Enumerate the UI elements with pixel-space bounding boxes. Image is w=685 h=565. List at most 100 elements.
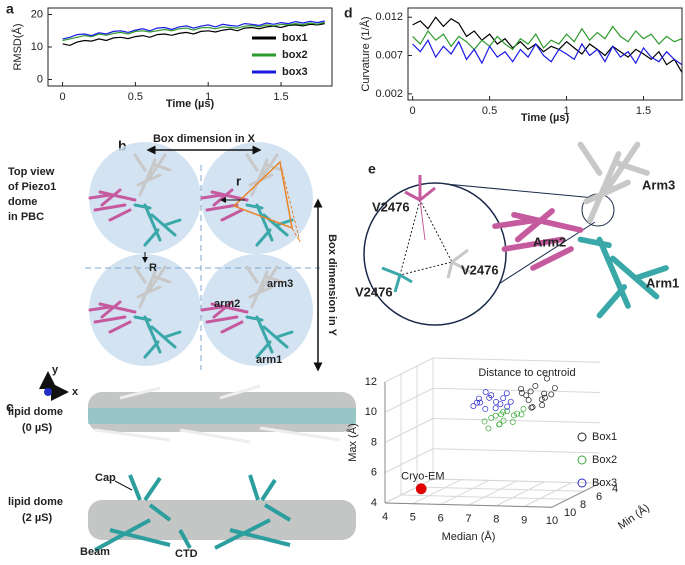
y-tick-label: 6 xyxy=(371,467,377,479)
point xyxy=(518,411,525,418)
point xyxy=(470,403,477,410)
x-tick-label: 0.5 xyxy=(482,105,497,117)
legend-swatch xyxy=(577,455,587,465)
membrane xyxy=(88,408,356,424)
cell xyxy=(89,254,201,366)
molecule xyxy=(495,145,666,316)
label: dome xyxy=(8,196,37,208)
grid-line xyxy=(384,478,434,504)
y-axis-label: Curvature (1/Å) xyxy=(359,16,372,91)
z-axis-label: Min (Å) xyxy=(615,501,651,532)
y-tick-label: 0.012 xyxy=(375,11,403,23)
protein xyxy=(94,474,292,552)
point xyxy=(529,404,536,411)
x-tick-label: 1.5 xyxy=(636,105,651,117)
point xyxy=(514,410,521,417)
grid-line xyxy=(496,481,545,507)
point-label: Cryo-EM xyxy=(401,471,444,483)
x-tick-label: 7 xyxy=(465,513,471,525)
label: Arm1 xyxy=(646,275,679,290)
label: lipid dome xyxy=(8,496,63,508)
panel-e-structure: V2476 V2476 V2476 Arm2 Arm3 Arm1 xyxy=(355,145,679,326)
label: arm3 xyxy=(267,278,293,290)
legend-label: Box1 xyxy=(592,431,617,443)
legend-label: box1 xyxy=(282,32,308,44)
cell xyxy=(201,254,313,366)
x-tick-label: 6 xyxy=(438,512,444,524)
x-tick-label: 8 xyxy=(493,514,499,526)
label: Arm3 xyxy=(642,177,675,192)
point xyxy=(504,408,511,415)
series-line xyxy=(62,23,325,47)
point xyxy=(520,405,527,412)
label: V2476 xyxy=(355,284,393,299)
label: (0 µS) xyxy=(22,422,53,434)
x-tick-label: 0 xyxy=(410,105,416,117)
plot-frame xyxy=(407,7,683,101)
series-line xyxy=(62,21,325,42)
panel-b: r R Box dimension in X Box dimension in … xyxy=(8,133,338,401)
legend-swatch xyxy=(577,478,587,488)
panel-label: a xyxy=(6,1,14,17)
point xyxy=(504,403,511,410)
point xyxy=(485,425,492,432)
point xyxy=(492,412,499,419)
grid-line xyxy=(384,357,434,383)
bond xyxy=(419,199,426,241)
legend-label: Box2 xyxy=(592,454,617,466)
x-axis-label: Time (µs) xyxy=(521,112,570,124)
point xyxy=(532,383,539,389)
x-tick-label: 10 xyxy=(546,515,558,527)
point xyxy=(500,417,507,424)
point xyxy=(474,399,480,406)
label: Arm2 xyxy=(533,234,566,249)
grid-line xyxy=(412,479,462,505)
x-tick-label: 9 xyxy=(521,514,527,526)
grid-line xyxy=(400,494,569,500)
y-tick-label: 8 xyxy=(371,436,377,448)
axis-line xyxy=(384,502,553,508)
grid-line xyxy=(432,478,601,484)
label: V2476 xyxy=(461,262,499,277)
point xyxy=(518,390,525,396)
point xyxy=(518,385,524,392)
point xyxy=(527,388,534,395)
x-tick-label: 0 xyxy=(60,91,66,103)
grid-line xyxy=(523,482,573,507)
pointer xyxy=(114,480,133,491)
label: Box dimension in X xyxy=(153,133,256,145)
point xyxy=(496,421,503,428)
series-line xyxy=(412,16,683,73)
point xyxy=(488,392,495,399)
y-tick-label: 10 xyxy=(31,41,43,53)
legend-swatch xyxy=(577,432,587,442)
axis-line xyxy=(551,482,601,508)
y-tick-label: 0 xyxy=(37,73,43,85)
z-tick-label: 4 xyxy=(612,483,618,495)
point xyxy=(492,405,499,412)
y-axis-label: RMSD(Å) xyxy=(11,23,24,70)
grid-line xyxy=(432,418,601,424)
triangle xyxy=(232,160,293,230)
grid-line xyxy=(384,448,434,474)
y-tick-label: 0.002 xyxy=(375,88,403,100)
x-tick-label: 1 xyxy=(205,91,211,103)
grid-line xyxy=(440,479,489,505)
point xyxy=(481,418,488,425)
z-tick-label: 6 xyxy=(596,491,602,503)
point xyxy=(541,394,548,401)
label: in PBC xyxy=(8,211,44,223)
chart-title: Distance to centroid xyxy=(478,367,575,379)
point xyxy=(482,389,489,396)
grid-line xyxy=(384,418,434,443)
point xyxy=(415,483,427,495)
panel-c: lipid dome (0 µS) lipid dome (2 µS) Cap … xyxy=(8,384,356,560)
legend-label: box3 xyxy=(282,66,308,78)
label: lipid dome xyxy=(8,406,63,418)
point xyxy=(528,404,535,411)
grid-line xyxy=(432,387,601,393)
grid-line xyxy=(432,357,601,363)
x-tick-label: 4 xyxy=(382,511,388,523)
point xyxy=(477,399,484,406)
panel-label: d xyxy=(344,5,353,21)
